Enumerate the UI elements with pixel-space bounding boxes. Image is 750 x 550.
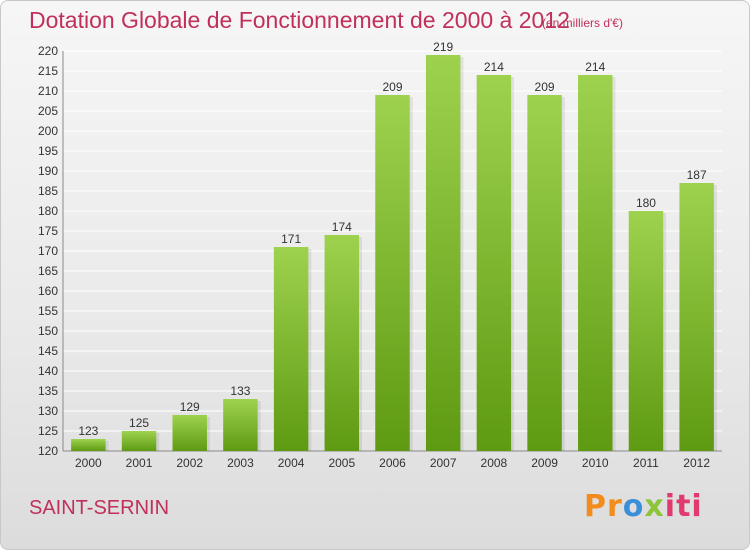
- y-tick-label: 195: [38, 144, 58, 158]
- x-tick-label: 2003: [227, 456, 254, 470]
- y-tick-label: 180: [38, 204, 58, 218]
- x-tick-label: 2012: [683, 456, 710, 470]
- data-label: 209: [382, 80, 402, 94]
- y-tick-label: 190: [38, 164, 58, 178]
- data-label: 125: [129, 416, 149, 430]
- data-label: 129: [180, 400, 200, 414]
- bar: [172, 415, 207, 451]
- bar: [578, 75, 613, 451]
- x-tick-label: 2008: [481, 456, 508, 470]
- y-tick-label: 215: [38, 64, 58, 78]
- bar: [527, 95, 562, 451]
- bar: [273, 247, 309, 451]
- bar: [679, 183, 714, 451]
- bar: [375, 95, 410, 451]
- x-tick-label: 2007: [430, 456, 457, 470]
- y-tick-label: 155: [38, 304, 58, 318]
- x-tick-label: 2001: [126, 456, 153, 470]
- logo-part-2: o: [622, 489, 645, 524]
- commune-name: SAINT-SERNIN: [29, 497, 170, 519]
- y-tick-label: 210: [38, 84, 58, 98]
- y-tick-label: 125: [38, 424, 58, 438]
- y-tick-label: 220: [38, 44, 58, 58]
- y-tick-label: 135: [38, 384, 58, 398]
- x-tick-label: 2005: [328, 456, 355, 470]
- x-tick-label: 2010: [582, 456, 609, 470]
- y-tick-label: 170: [38, 244, 58, 258]
- data-label: 214: [484, 60, 504, 74]
- y-tick-label: 160: [38, 284, 58, 298]
- y-tick-label: 130: [38, 404, 58, 418]
- data-label: 214: [585, 60, 605, 74]
- x-tick-label: 2000: [75, 456, 102, 470]
- y-tick-label: 140: [38, 364, 58, 378]
- data-label: 171: [281, 232, 301, 246]
- y-tick-label: 175: [38, 224, 58, 238]
- x-tick-label: 2002: [176, 456, 203, 470]
- bar: [71, 439, 106, 451]
- y-tick-label: 205: [38, 104, 58, 118]
- y-tick-label: 185: [38, 184, 58, 198]
- chart-title: Dotation Globale de Fonctionnement de 20…: [29, 7, 570, 33]
- x-tick-label: 2011: [633, 456, 659, 470]
- bar: [628, 211, 664, 451]
- bar: [425, 55, 461, 451]
- y-tick-label: 145: [38, 344, 58, 358]
- y-tick-label: 120: [38, 444, 58, 458]
- data-label: 187: [687, 168, 707, 182]
- bar: [324, 235, 360, 451]
- chart-subtitle: (en milliers d'€): [542, 16, 623, 30]
- x-tick-label: 2009: [531, 456, 558, 470]
- data-label: 174: [332, 220, 352, 234]
- y-tick-label: 150: [38, 324, 58, 338]
- bar: [121, 431, 157, 451]
- data-label: 209: [535, 80, 555, 94]
- data-label: 123: [78, 424, 98, 438]
- y-tick-label: 200: [38, 124, 58, 138]
- x-tick-label: 2004: [278, 456, 305, 470]
- proxiti-logo[interactable]: Proxiti: [584, 489, 703, 524]
- logo-part-3: x: [644, 489, 665, 524]
- data-label: 180: [636, 196, 656, 210]
- data-label: 219: [433, 40, 453, 54]
- labels: 120 125 130 135 140 145 150 155 160 165 170 175 180 1…: [38, 40, 710, 470]
- logo-part-1: Pr: [584, 489, 623, 524]
- y-tick-label: 165: [38, 264, 58, 278]
- bar: [476, 75, 512, 451]
- x-tick-label: 2006: [379, 456, 406, 470]
- data-label: 133: [230, 384, 250, 398]
- bar: [223, 399, 258, 451]
- bars: [71, 55, 717, 451]
- logo-part-4: iti: [664, 489, 703, 524]
